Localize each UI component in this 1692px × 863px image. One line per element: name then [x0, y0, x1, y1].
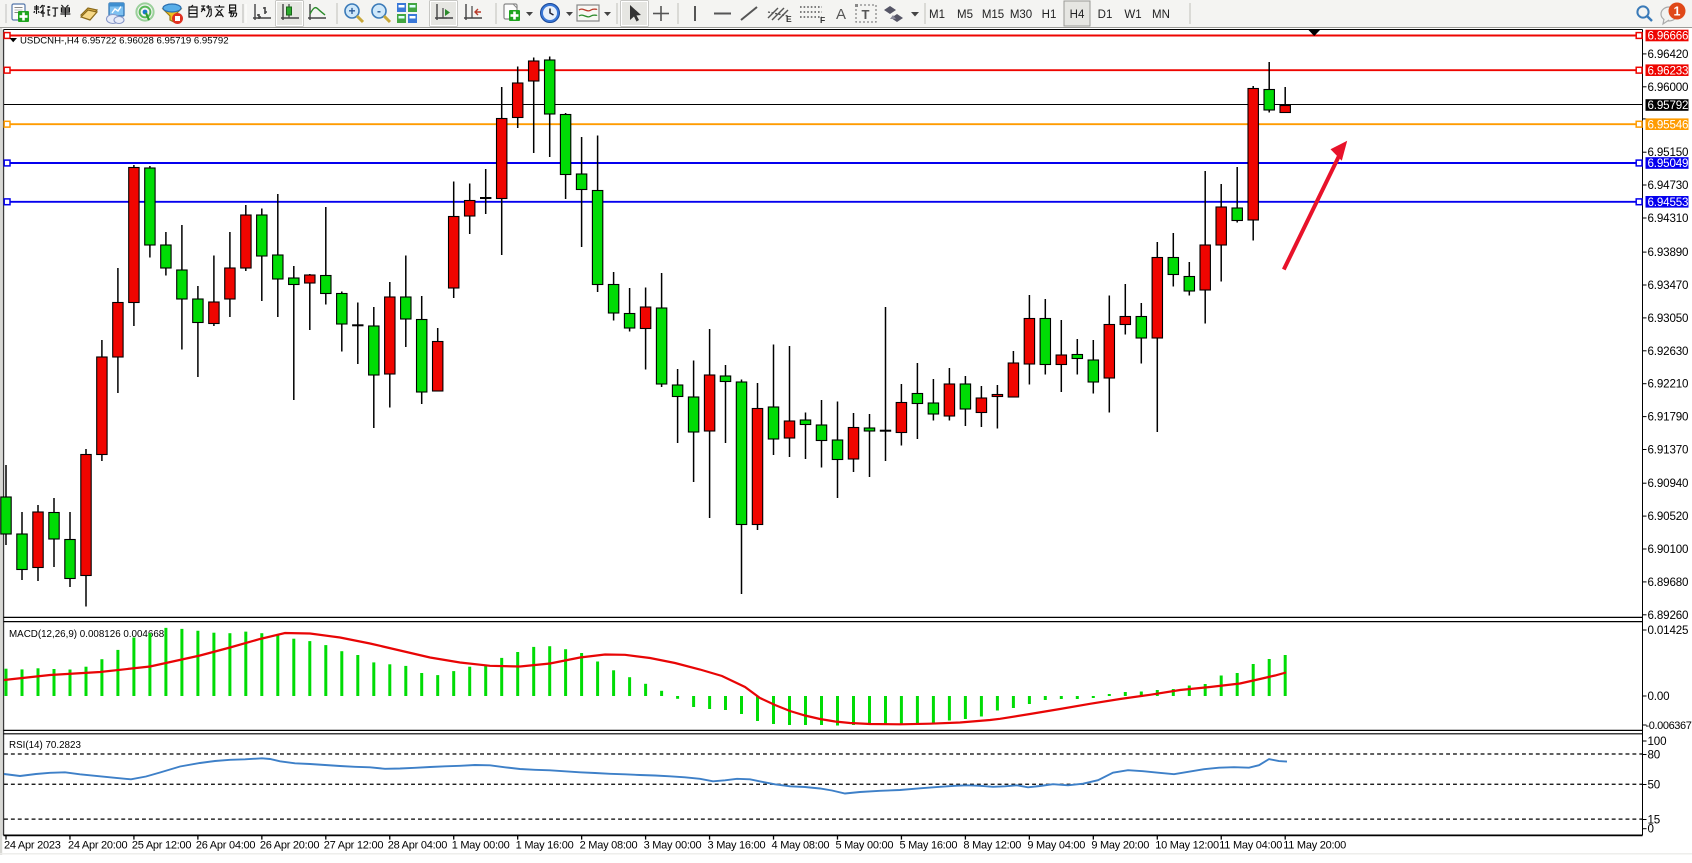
- svg-text:-: -: [377, 4, 381, 18]
- svg-text:E: E: [786, 14, 792, 24]
- svg-text:F: F: [820, 15, 825, 25]
- svg-text:5 May 00:00: 5 May 00:00: [835, 840, 893, 852]
- svg-text:25 Apr 12:00: 25 Apr 12:00: [132, 840, 192, 852]
- svg-text:9 May 20:00: 9 May 20:00: [1091, 840, 1149, 852]
- svg-text:27 Apr 12:00: 27 Apr 12:00: [324, 840, 384, 852]
- svg-text:2 May 08:00: 2 May 08:00: [580, 840, 638, 852]
- svg-text:50: 50: [1648, 779, 1661, 792]
- svg-text:-0.006367: -0.006367: [1646, 720, 1692, 732]
- svg-text:H1: H1: [1042, 9, 1057, 21]
- svg-text:6.91790: 6.91790: [1648, 411, 1689, 424]
- svg-text:100: 100: [1648, 735, 1667, 748]
- svg-text:MN: MN: [1152, 9, 1170, 21]
- svg-text:6.95150: 6.95150: [1648, 146, 1689, 159]
- svg-text:28 Apr 04:00: 28 Apr 04:00: [388, 840, 448, 852]
- svg-text:6.94553: 6.94553: [1648, 196, 1689, 209]
- svg-text:11 May 04:00: 11 May 04:00: [1219, 840, 1282, 852]
- svg-text:6.90520: 6.90520: [1648, 510, 1689, 523]
- svg-text:6.90940: 6.90940: [1648, 477, 1689, 490]
- svg-text:M5: M5: [957, 9, 973, 21]
- svg-text:26 Apr 04:00: 26 Apr 04:00: [196, 840, 256, 852]
- svg-text:15: 15: [1648, 814, 1661, 827]
- svg-text:3 May 00:00: 3 May 00:00: [644, 840, 702, 852]
- svg-text:11 May 20:00: 11 May 20:00: [1283, 840, 1346, 852]
- svg-text:MACD(12,26,9) 0.008126 0.00466: MACD(12,26,9) 0.008126 0.004668: [9, 629, 165, 640]
- svg-text:80: 80: [1648, 749, 1661, 762]
- svg-text:6.94310: 6.94310: [1648, 212, 1689, 225]
- svg-text:6.95792: 6.95792: [1648, 99, 1689, 112]
- svg-text:6.92630: 6.92630: [1648, 345, 1689, 358]
- svg-text:USDCNH-,H4 6.95722 6.96028 6.: USDCNH-,H4 6.95722 6.96028 6.95719 6.957…: [20, 36, 229, 47]
- svg-text:RSI(14) 70.2823: RSI(14) 70.2823: [9, 740, 81, 751]
- svg-text:6.90100: 6.90100: [1648, 543, 1689, 556]
- svg-text:9 May 04:00: 9 May 04:00: [1027, 840, 1085, 852]
- svg-text:6.89260: 6.89260: [1648, 609, 1689, 622]
- svg-text:6.96000: 6.96000: [1648, 81, 1689, 94]
- svg-text:1 May 00:00: 1 May 00:00: [452, 840, 510, 852]
- svg-text:10 May 12:00: 10 May 12:00: [1155, 840, 1219, 852]
- svg-text:M15: M15: [982, 9, 1004, 21]
- svg-text:M1: M1: [929, 9, 945, 21]
- svg-text:+: +: [348, 4, 355, 18]
- svg-text:6.93890: 6.93890: [1648, 246, 1689, 259]
- svg-text:6.93470: 6.93470: [1648, 279, 1689, 292]
- svg-text:W1: W1: [1124, 9, 1141, 21]
- svg-text:0.00: 0.00: [1648, 690, 1670, 703]
- svg-text:1: 1: [1674, 5, 1681, 19]
- svg-text:T: T: [862, 7, 870, 22]
- svg-text:6.94730: 6.94730: [1648, 179, 1689, 192]
- svg-text:6.92210: 6.92210: [1648, 378, 1689, 391]
- svg-text:6.91370: 6.91370: [1648, 444, 1689, 457]
- svg-text:6.95546: 6.95546: [1648, 118, 1689, 131]
- svg-text:24 Apr 2023: 24 Apr 2023: [4, 840, 61, 852]
- svg-text:0.01425: 0.01425: [1648, 624, 1689, 637]
- svg-text:8 May 12:00: 8 May 12:00: [963, 840, 1021, 852]
- svg-text:6.96666: 6.96666: [1648, 30, 1689, 43]
- svg-text:6.89680: 6.89680: [1648, 576, 1689, 589]
- svg-text:24 Apr 20:00: 24 Apr 20:00: [68, 840, 128, 852]
- svg-text:A: A: [836, 6, 846, 23]
- svg-text:5 May 16:00: 5 May 16:00: [899, 840, 957, 852]
- svg-text:3 May 16:00: 3 May 16:00: [708, 840, 766, 852]
- svg-text:H4: H4: [1070, 9, 1085, 21]
- svg-text:6.93050: 6.93050: [1648, 312, 1689, 325]
- svg-text:1 May 16:00: 1 May 16:00: [516, 840, 574, 852]
- svg-text:0: 0: [1648, 823, 1654, 836]
- svg-text:D1: D1: [1098, 9, 1113, 21]
- svg-text:6.96420: 6.96420: [1648, 48, 1689, 61]
- svg-text:26 Apr 20:00: 26 Apr 20:00: [260, 840, 320, 852]
- svg-text:M30: M30: [1010, 9, 1032, 21]
- svg-text:4 May 08:00: 4 May 08:00: [772, 840, 830, 852]
- svg-text:6.95049: 6.95049: [1648, 157, 1689, 170]
- svg-text:6.96233: 6.96233: [1648, 64, 1689, 77]
